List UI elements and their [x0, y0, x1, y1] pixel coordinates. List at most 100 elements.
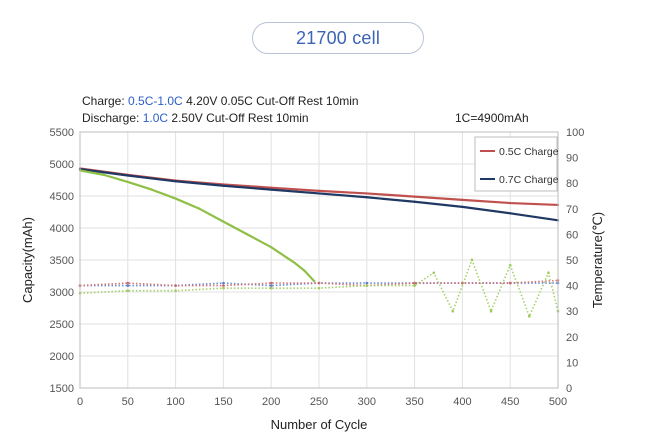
- discharge-rate: 1.0C: [142, 111, 169, 125]
- capacity-point: [270, 246, 273, 249]
- capacity-point: [126, 180, 129, 184]
- capacity-point: [270, 188, 273, 191]
- capacity-point: [126, 174, 129, 177]
- x-tick-label: 300: [358, 396, 376, 408]
- capacity-point: [222, 220, 225, 223]
- y-tick-label: 5000: [50, 159, 74, 171]
- y2-tick-label: 0: [566, 383, 572, 395]
- y2-tick-label: 50: [566, 255, 578, 267]
- charge-rate: 0.5C-1.0C: [128, 94, 183, 108]
- temperature-series-layer: [78, 257, 560, 319]
- y-axis-label: Capacity(mAh): [20, 217, 35, 303]
- legend: 0.5C Charge 0.7C Charge: [474, 136, 559, 192]
- y2-tick-label: 10: [566, 357, 578, 369]
- capacity-point: [150, 188, 153, 191]
- x-tick-label: 100: [166, 396, 184, 408]
- temperature-point: [269, 281, 273, 285]
- capacity-point: [365, 192, 368, 195]
- y2-tick-label: 40: [566, 281, 578, 293]
- y-tick-label: 5500: [50, 127, 74, 139]
- temperature-point: [126, 281, 130, 285]
- capacity-point: [303, 269, 306, 272]
- x-tick-label: 350: [405, 396, 423, 408]
- temperature-point: [413, 284, 416, 287]
- x-tick-label: 150: [214, 396, 232, 408]
- charge-conditions: Charge: 0.5C-1.0C 4.20V 0.05C Cut-Off Re…: [82, 94, 359, 108]
- legend-label: 0.5C Charge: [499, 146, 559, 158]
- y-tick-label: 3000: [50, 287, 74, 299]
- temperature-point: [365, 284, 369, 287]
- capacity-point: [270, 186, 273, 189]
- y-tick-label: 2500: [50, 319, 74, 331]
- x-tick-label: 0: [77, 396, 83, 408]
- temperature-point: [413, 281, 416, 285]
- x-tick-label: 250: [310, 396, 328, 408]
- x-tick-label: 450: [501, 396, 519, 408]
- c-rating: 1C=4900mAh: [455, 111, 529, 125]
- y2-tick-label: 70: [566, 204, 578, 216]
- y-tick-label: 1500: [50, 383, 74, 395]
- temperature-point: [269, 284, 273, 287]
- y2-tick-label: 100: [566, 127, 584, 139]
- capacity-point: [509, 201, 512, 205]
- temperature-point: [451, 309, 455, 313]
- capacity-point: [317, 192, 321, 195]
- y-tick-label: 4000: [50, 223, 74, 235]
- y2-tick-label: 30: [566, 306, 578, 318]
- temperature-point: [222, 286, 225, 290]
- x-tick-label: 400: [453, 396, 471, 408]
- capacity-point: [317, 189, 321, 192]
- y2-tick-label: 20: [566, 332, 578, 344]
- temperature-point: [508, 281, 512, 285]
- temperature-point: [222, 284, 225, 287]
- capacity-point: [198, 207, 201, 210]
- y-tick-label: 3500: [50, 255, 74, 267]
- temperature-point: [470, 258, 474, 262]
- temperature-point: [126, 284, 130, 287]
- x-tick-label: 50: [122, 396, 134, 408]
- charge-prefix: Charge:: [82, 94, 129, 108]
- legend-label: 0.7C Charge: [499, 174, 559, 186]
- chart-title-badge: 21700 cell: [252, 22, 424, 54]
- temperature-point: [317, 281, 321, 285]
- plot-frame: [79, 131, 559, 389]
- x-axis-label: Number of Cycle: [271, 417, 368, 432]
- temperature-point: [432, 271, 436, 275]
- capacity-point: [102, 173, 105, 176]
- temperature-point: [528, 315, 531, 318]
- temperature-point: [174, 284, 177, 287]
- legend-box: [474, 136, 558, 192]
- temperature-series-line: [79, 257, 559, 319]
- y2-axis-label: Temperature(℃): [590, 212, 605, 308]
- x-tick-label: 200: [262, 396, 280, 408]
- y-tick-label: 4500: [50, 191, 74, 203]
- capacity-point: [313, 280, 316, 283]
- capacity-point: [461, 205, 464, 208]
- capacity-point: [294, 262, 297, 265]
- capacity-point: [413, 195, 416, 198]
- temperature-point: [174, 289, 177, 293]
- capacity-point: [222, 184, 225, 187]
- temperature-point: [222, 281, 225, 285]
- temperature-point: [547, 271, 550, 275]
- capacity-point: [413, 200, 416, 203]
- temperature-point: [126, 289, 130, 293]
- y2-tick-label: 80: [566, 178, 578, 190]
- y-tick-label: 2000: [50, 351, 74, 363]
- discharge-rest: 2.50V Cut-Off Rest 10min: [168, 111, 309, 125]
- capacity-point: [174, 197, 177, 200]
- temperature-point: [489, 309, 493, 313]
- temperature-point: [269, 286, 273, 290]
- capacity-point: [509, 212, 512, 215]
- capacity-point: [461, 198, 464, 201]
- capacity-series-line: [79, 169, 316, 282]
- charge-rest: 4.20V 0.05C Cut-Off Rest 10min: [182, 94, 359, 108]
- capacity-point: [246, 233, 249, 236]
- capacity-point: [365, 196, 368, 199]
- x-tick-label: 500: [549, 396, 567, 408]
- discharge-conditions: Discharge: 1.0C 2.50V Cut-Off Rest 10min: [82, 111, 309, 125]
- discharge-prefix: Discharge:: [82, 111, 143, 125]
- y2-tick-label: 60: [566, 229, 578, 241]
